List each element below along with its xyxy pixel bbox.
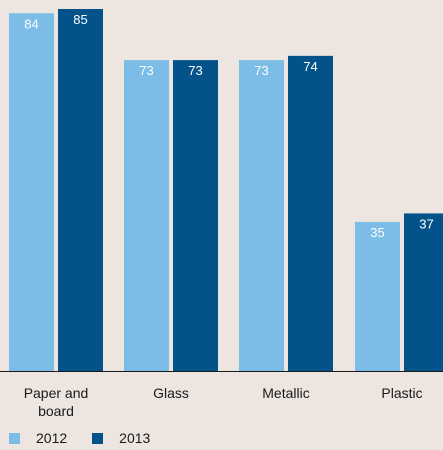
bar-2013-0 [58,9,103,371]
legend-item-2013: 2013 [92,430,150,446]
bar-2013-2 [288,55,333,372]
data-label-2013-0: 85 [73,12,87,27]
legend-item-2012: 2012 [9,430,67,446]
bar-2012-2 [239,60,284,371]
bar-2012-1 [124,60,169,371]
data-label-2012-1: 73 [139,63,153,78]
data-label-2012-2: 73 [254,63,268,78]
data-label-2013-1: 73 [188,63,202,78]
category-label-1: Glass [153,385,189,401]
legend-label-2013: 2013 [119,430,151,446]
bar-2013-1 [173,60,218,371]
bar-chart: 84 85 Paper and board 73 73 Glass 73 74 Metallic 3… [0,9,443,419]
legend-label-2012: 2012 [36,430,68,446]
data-label-2013-2: 74 [303,59,317,74]
data-label-2012-0: 84 [24,16,38,31]
category-label-3: Plastic [381,385,422,401]
category-label-2: Metallic [262,385,309,401]
category-label-0: Paper and board [24,385,89,419]
bar-2012-0 [9,13,54,372]
data-label-2012-3: 35 [370,225,384,240]
bar-2013-3 [404,213,443,371]
legend-swatch-2013 [92,432,104,444]
legend: 2012 2013 [9,430,175,446]
legend-swatch-2012 [9,432,20,444]
data-label-2013-3: 37 [419,216,433,231]
bar-2012-3 [355,221,400,371]
